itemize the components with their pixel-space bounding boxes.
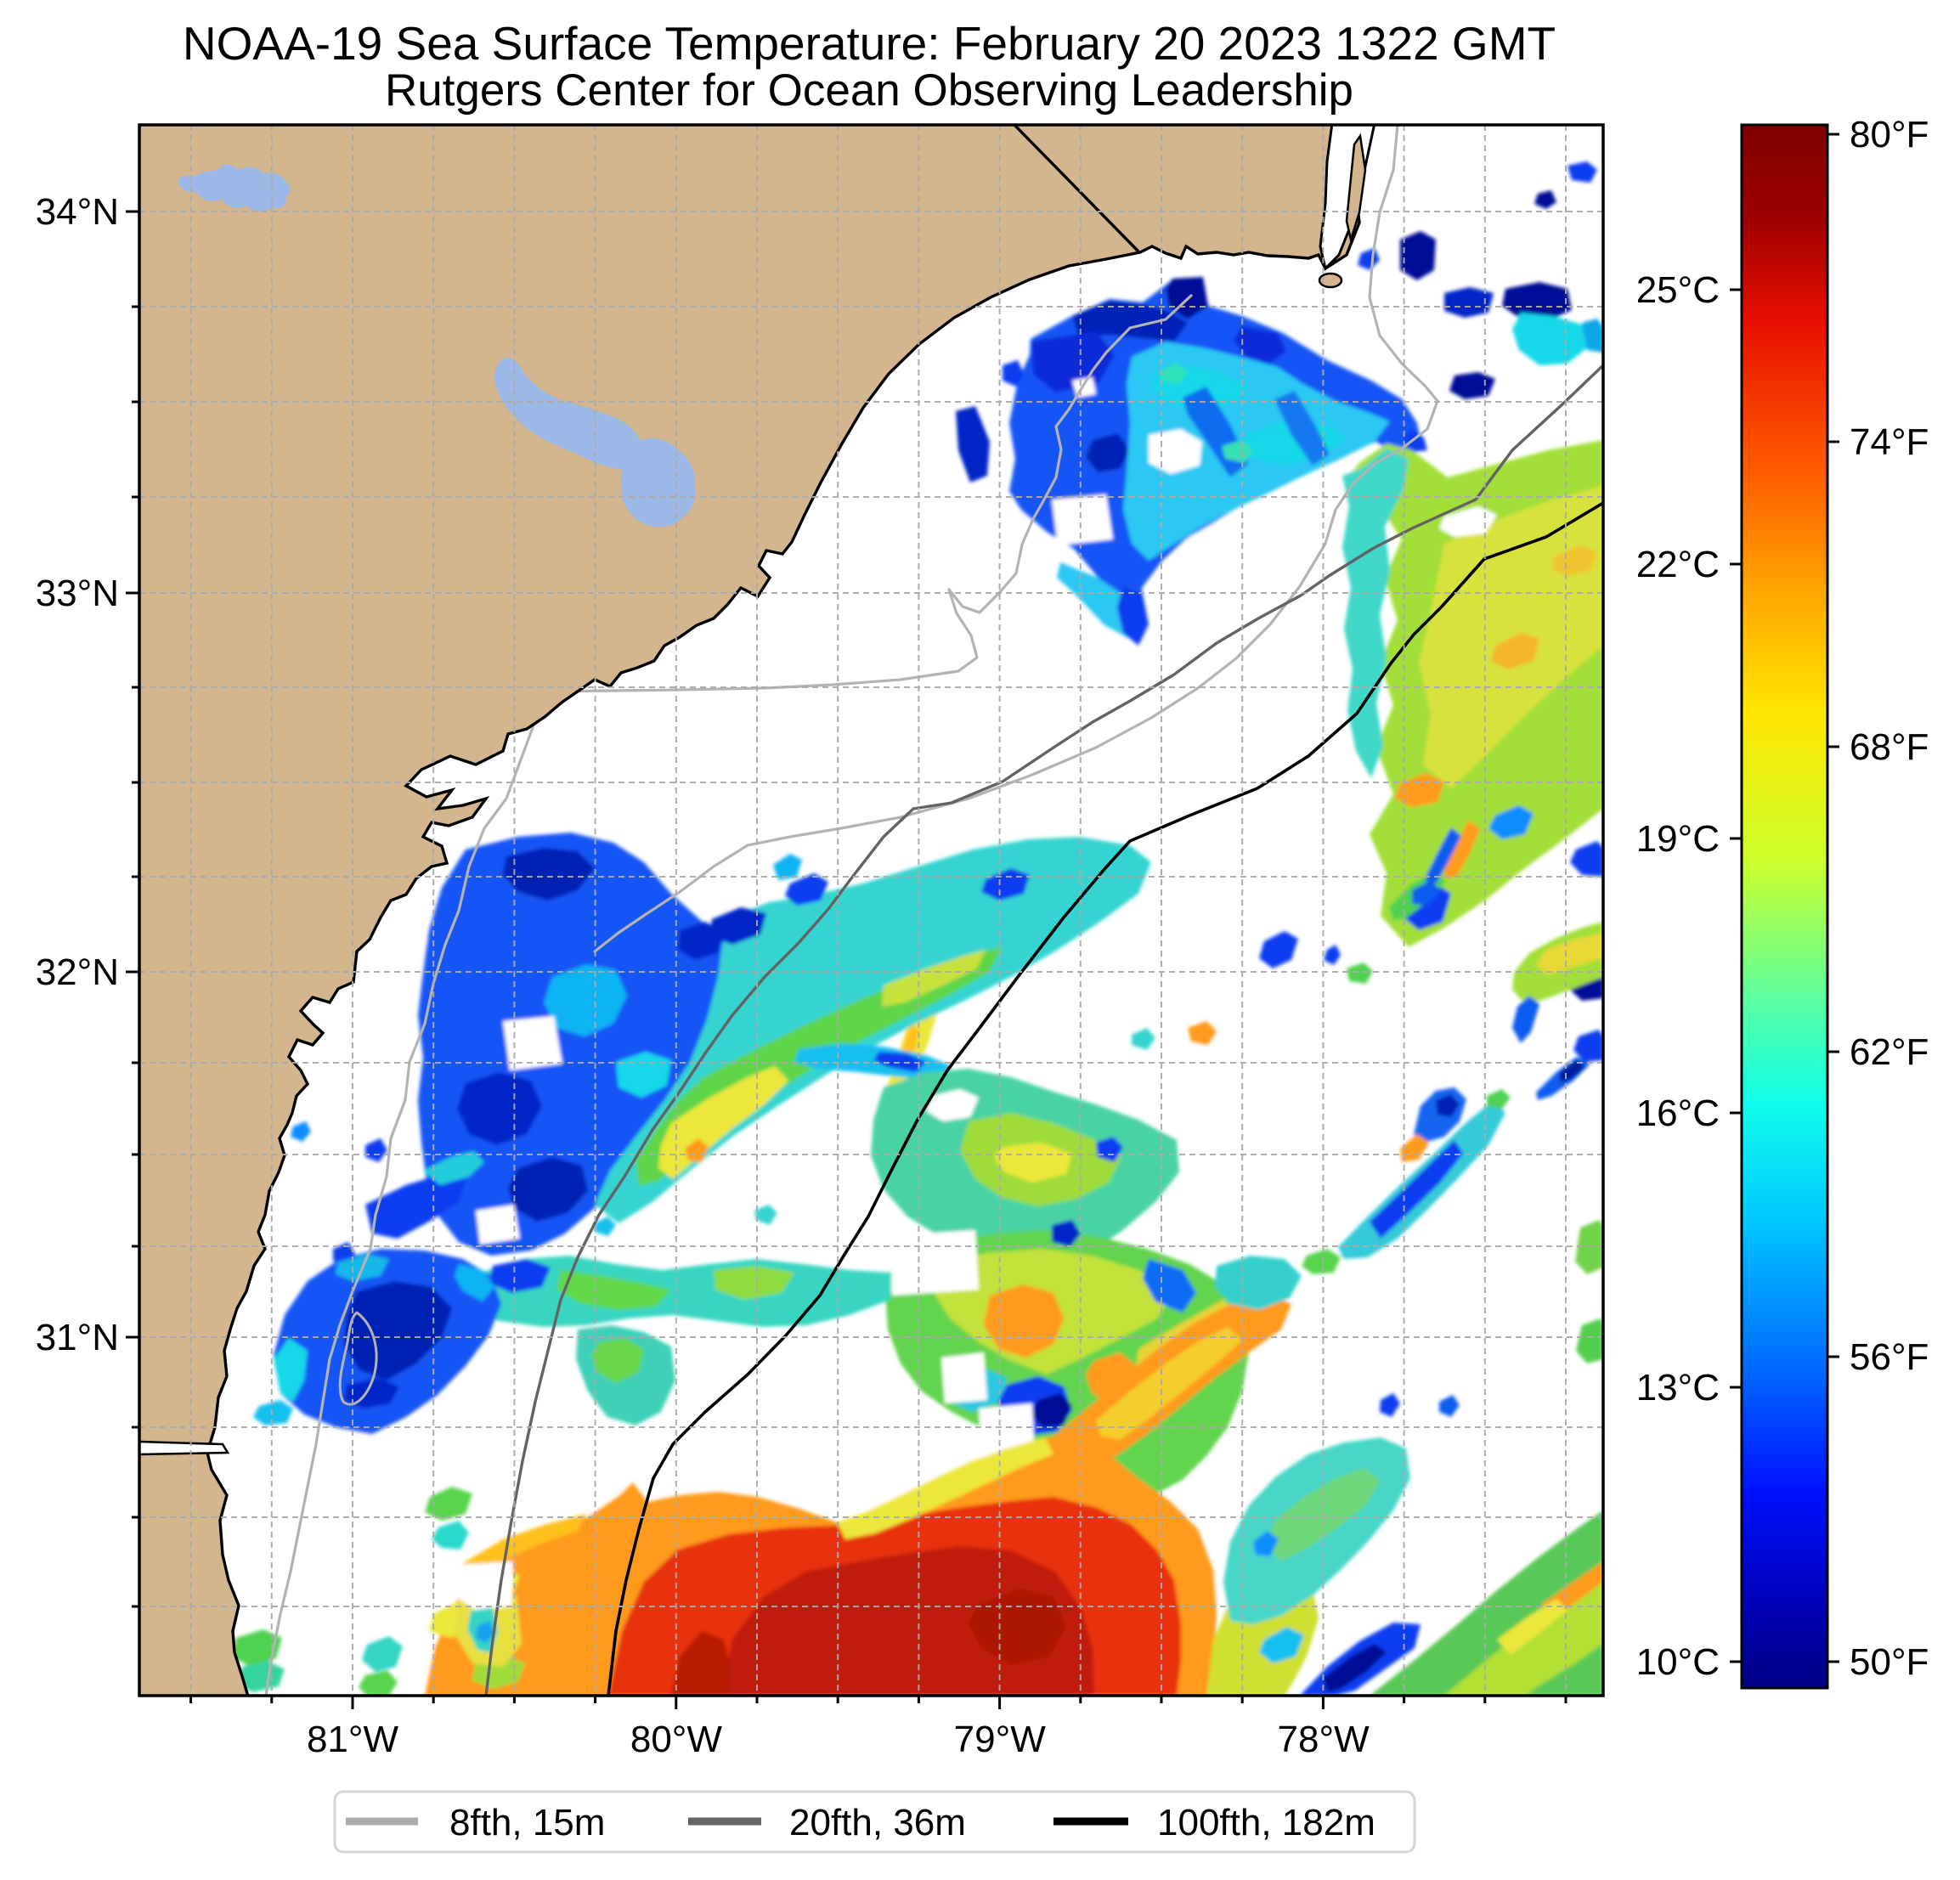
svg-text:56°F: 56°F [1850, 1336, 1929, 1378]
svg-text:80°W: 80°W [630, 1719, 723, 1760]
svg-text:62°F: 62°F [1850, 1031, 1929, 1073]
svg-text:Rutgers Center for Ocean Obser: Rutgers Center for Ocean Observing Leade… [385, 65, 1353, 116]
svg-text:81°W: 81°W [307, 1719, 399, 1760]
svg-text:20fth, 36m: 20fth, 36m [789, 1802, 966, 1843]
svg-text:79°W: 79°W [954, 1719, 1047, 1760]
svg-text:68°F: 68°F [1850, 726, 1929, 768]
svg-text:34°N: 34°N [36, 191, 119, 233]
svg-text:74°F: 74°F [1850, 421, 1929, 463]
svg-text:22°C: 22°C [1636, 544, 1720, 585]
svg-text:19°C: 19°C [1636, 818, 1720, 860]
svg-text:10°C: 10°C [1636, 1641, 1720, 1683]
svg-text:32°N: 32°N [36, 951, 119, 993]
svg-text:25°C: 25°C [1636, 269, 1720, 311]
svg-text:80°F: 80°F [1850, 114, 1929, 155]
svg-text:50°F: 50°F [1850, 1641, 1929, 1683]
svg-text:8fth, 15m: 8fth, 15m [449, 1802, 605, 1843]
svg-text:100fth, 182m: 100fth, 182m [1157, 1802, 1375, 1843]
svg-text:16°C: 16°C [1636, 1092, 1720, 1134]
svg-text:NOAA-19 Sea Surface Temperatur: NOAA-19 Sea Surface Temperature: Februar… [183, 17, 1556, 70]
svg-text:31°N: 31°N [36, 1317, 119, 1358]
svg-text:33°N: 33°N [36, 573, 119, 614]
svg-text:13°C: 13°C [1636, 1367, 1720, 1409]
svg-text:78°W: 78°W [1278, 1719, 1370, 1760]
